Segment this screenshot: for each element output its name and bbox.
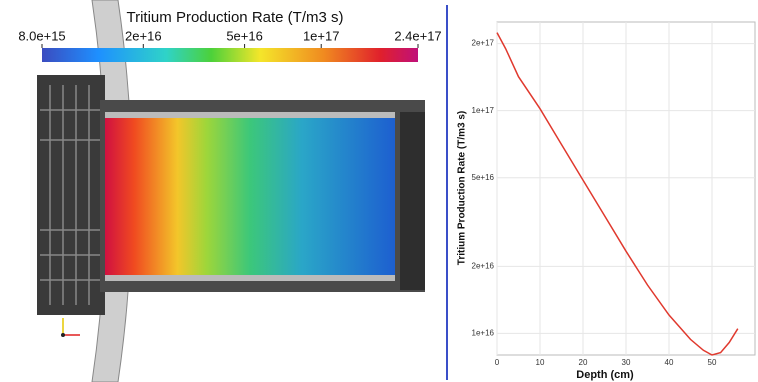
colorbar-title: Tritium Production Rate (T/m3 s) [127, 9, 344, 26]
x-tick-label: 0 [495, 358, 500, 367]
x-tick-label: 20 [579, 358, 588, 367]
y-tick-label: 2e+16 [472, 261, 495, 270]
end-plate [400, 112, 425, 290]
x-axis-title: Depth (cm) [576, 369, 634, 381]
left-block [37, 75, 105, 315]
x-tick-label: 10 [536, 358, 545, 367]
y-tick-label: 1e+17 [472, 106, 495, 115]
y-tick-label: 1e+16 [472, 329, 495, 338]
plate [105, 112, 395, 118]
x-tick-label: 40 [665, 358, 674, 367]
colorbar-tick-label: 2e+16 [125, 28, 162, 43]
colorbar-tick-label: 1e+17 [303, 28, 340, 43]
y-tick-label: 5e+16 [472, 173, 495, 182]
y-tick-label: 2e+17 [472, 39, 495, 48]
data-line [497, 33, 738, 355]
field-render [105, 118, 395, 275]
x-tick-label: 50 [708, 358, 717, 367]
y-axis-title: Tritium Production Rate (T/m3 s) [457, 111, 468, 265]
colorbar-tick-label: 5e+16 [226, 28, 263, 43]
axis-origin [61, 333, 65, 337]
plate [105, 275, 395, 281]
screenshot: Tritium Production Rate (T/m3 s) Depth (… [0, 0, 758, 382]
x-tick-label: 30 [622, 358, 631, 367]
colorbar-tick-label: 2.4e+17 [394, 28, 441, 43]
colorbar-tick-label: 8.0e+15 [18, 28, 65, 43]
colorbar [42, 48, 418, 62]
